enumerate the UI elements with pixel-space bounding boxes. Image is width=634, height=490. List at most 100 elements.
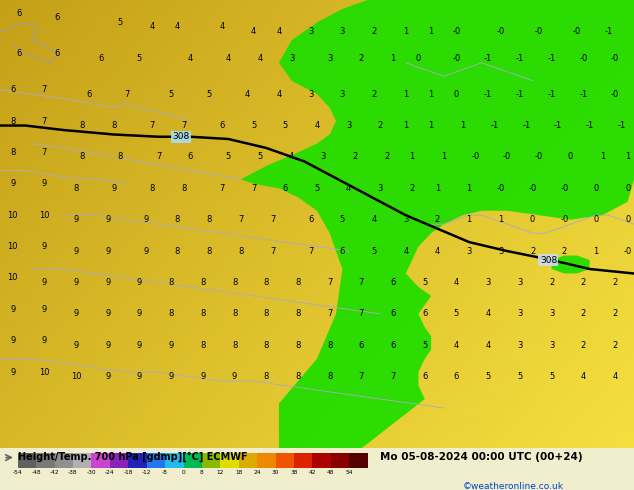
Text: 6: 6 [99,54,104,63]
Text: 3: 3 [517,341,522,350]
Text: 6: 6 [454,372,459,381]
Text: 4: 4 [188,54,193,63]
Text: 1: 1 [410,152,415,161]
Text: 7: 7 [327,309,332,318]
Text: 9: 9 [42,242,47,251]
Text: 8: 8 [207,246,212,256]
Text: 3: 3 [486,278,491,287]
Text: 9: 9 [105,215,110,224]
Text: 12: 12 [217,470,224,475]
Text: 8: 8 [238,246,243,256]
Text: 9: 9 [74,246,79,256]
Text: 1: 1 [593,246,598,256]
Text: -1: -1 [579,90,588,98]
Text: 2: 2 [359,54,364,63]
Text: 1: 1 [391,54,396,63]
Text: 4: 4 [219,23,224,31]
Text: 48: 48 [327,470,335,475]
Text: 9: 9 [10,179,15,188]
Bar [276,453,294,468]
Text: 5: 5 [257,152,262,161]
Text: 5: 5 [549,372,554,381]
Bar [18,453,36,468]
Text: 8: 8 [74,184,79,193]
Text: -1: -1 [617,121,626,130]
Text: 4: 4 [245,90,250,98]
Text: 2: 2 [562,246,567,256]
Text: 1: 1 [429,90,434,98]
Text: 3: 3 [327,54,332,63]
Bar [91,453,110,468]
Text: 5: 5 [314,184,320,193]
Text: 0: 0 [625,184,630,193]
Text: 2: 2 [530,246,535,256]
Text: 1: 1 [429,27,434,36]
Text: 8: 8 [232,278,237,287]
Text: 7: 7 [219,184,224,193]
Text: 5: 5 [454,309,459,318]
Text: 4: 4 [251,27,256,36]
Text: 10: 10 [71,372,81,381]
Bar [331,453,349,468]
Text: 6: 6 [359,341,364,350]
Text: 6: 6 [188,152,193,161]
Bar [36,453,55,468]
Text: 1: 1 [467,184,472,193]
Text: 1: 1 [403,121,408,130]
Text: 8: 8 [264,341,269,350]
Text: 0: 0 [593,215,598,224]
Text: -1: -1 [515,90,524,98]
Text: 2: 2 [612,278,618,287]
Text: 0: 0 [625,215,630,224]
Polygon shape [552,256,590,273]
Text: 2: 2 [612,309,618,318]
Text: 10: 10 [8,273,18,282]
Text: 6: 6 [219,121,224,130]
Text: 5: 5 [137,54,142,63]
Text: 3: 3 [467,246,472,256]
Text: 9: 9 [105,246,110,256]
Text: 5: 5 [340,215,345,224]
Text: -24: -24 [105,470,115,475]
Text: 3: 3 [549,341,554,350]
Text: 8: 8 [200,341,205,350]
Text: 3: 3 [498,246,503,256]
Text: -1: -1 [604,27,613,36]
Text: 3: 3 [308,90,313,98]
Text: Mo 05-08-2024 00:00 UTC (00+24): Mo 05-08-2024 00:00 UTC (00+24) [380,452,583,462]
Text: 4: 4 [454,278,459,287]
Text: 8: 8 [295,372,301,381]
Text: -0: -0 [452,54,461,63]
Text: -1: -1 [553,121,562,130]
Text: 7: 7 [359,278,364,287]
Text: 9: 9 [200,372,205,381]
Text: 4: 4 [486,309,491,318]
Text: 7: 7 [156,152,161,161]
Text: 4: 4 [581,372,586,381]
Bar [128,453,146,468]
Text: 3: 3 [549,309,554,318]
Text: 8: 8 [327,372,332,381]
Text: 5: 5 [422,278,427,287]
Text: -1: -1 [515,54,524,63]
Text: 8: 8 [175,215,180,224]
Text: -54: -54 [13,470,23,475]
Text: -30: -30 [87,470,96,475]
Text: 6: 6 [16,9,22,18]
Text: 9: 9 [137,372,142,381]
Text: 3: 3 [321,152,326,161]
Text: 30: 30 [272,470,280,475]
Text: -42: -42 [50,470,60,475]
Text: -0: -0 [496,27,505,36]
Text: 8: 8 [327,341,332,350]
Text: 4: 4 [314,121,320,130]
Text: 8: 8 [80,152,85,161]
Text: 2: 2 [581,341,586,350]
Text: -38: -38 [68,470,78,475]
Text: 1: 1 [429,121,434,130]
Text: ©weatheronline.co.uk: ©weatheronline.co.uk [463,482,564,490]
Text: 38: 38 [290,470,298,475]
Text: 1: 1 [441,152,446,161]
Text: 2: 2 [372,27,377,36]
Text: 0: 0 [416,54,421,63]
